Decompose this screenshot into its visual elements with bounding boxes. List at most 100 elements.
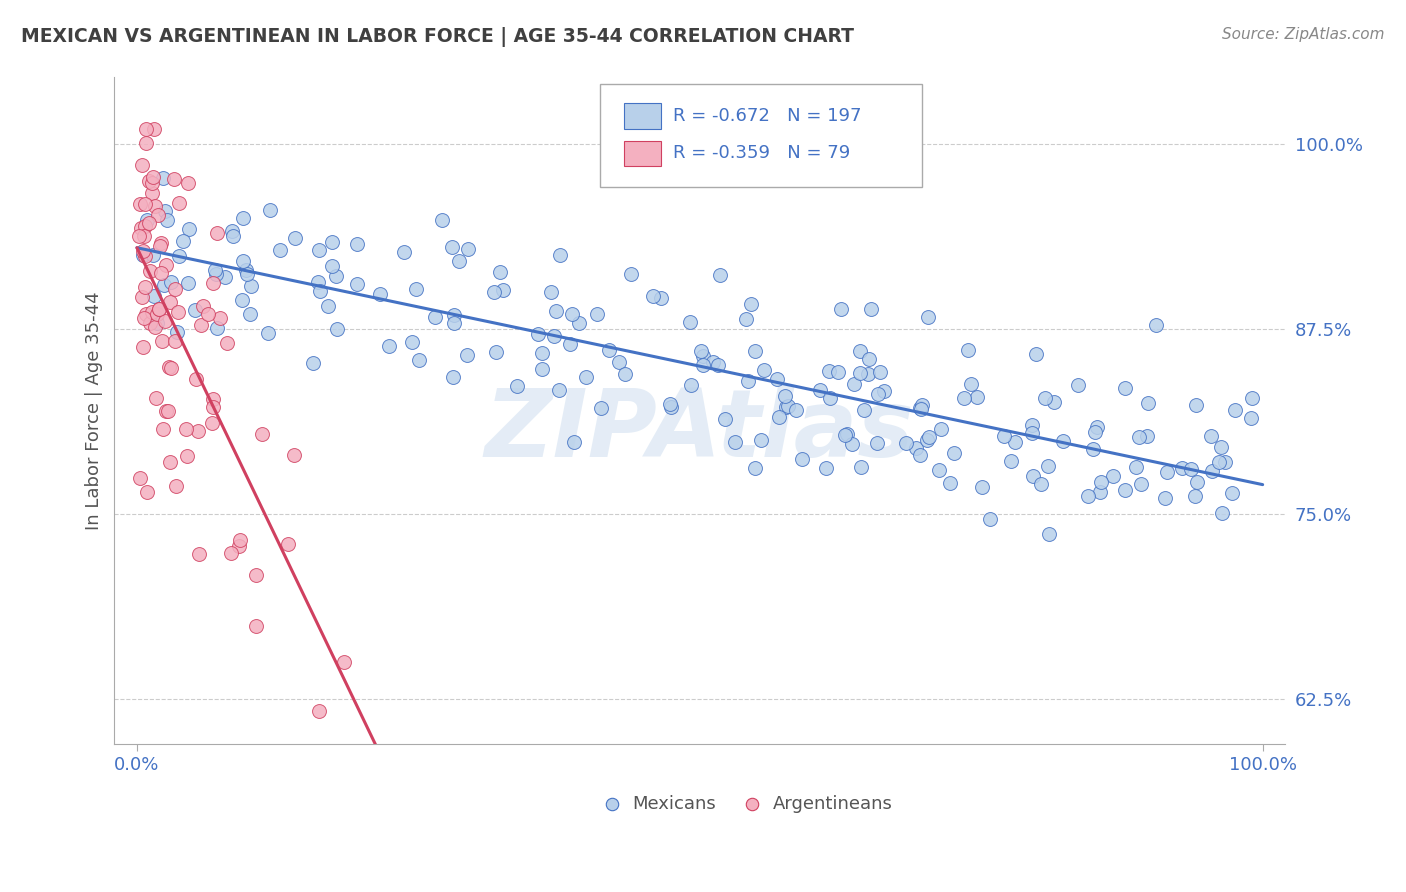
Point [129,196,152,211]
Point [641,288,664,302]
Point [165,281,187,295]
Point [141,176,163,190]
Point [1201,464,1223,478]
Point [568,316,591,330]
Point [128,229,150,244]
Point [159,455,181,469]
Point [776,399,799,413]
Point [138,216,160,230]
Point [136,485,159,500]
FancyBboxPatch shape [624,103,661,128]
Point [425,310,447,324]
Point [146,317,169,331]
Point [222,229,245,244]
Point [1211,506,1233,520]
Point [160,361,183,376]
Point [866,436,889,450]
Point [176,450,198,464]
Point [177,276,200,290]
Point [1156,465,1178,479]
Point [917,310,939,324]
Point [139,316,162,330]
Point [482,285,505,300]
Point [1004,435,1026,450]
Point [132,244,155,258]
Point [197,307,219,321]
Y-axis label: In Labor Force | Age 35-44: In Labor Force | Age 35-44 [86,292,103,530]
Point [201,277,224,291]
Point [827,366,849,380]
Point [159,294,181,309]
Point [607,355,630,369]
Point [232,254,254,268]
Point [307,275,329,289]
Point [430,213,453,227]
Point [1031,477,1053,491]
Point [333,655,356,669]
Point [1033,391,1056,405]
Point [149,267,172,281]
Point [205,320,228,334]
Point [561,307,583,321]
Point [245,567,267,582]
Point [134,197,156,211]
Point [910,398,932,412]
Point [690,344,713,359]
Point [869,365,891,379]
Point [1036,459,1059,474]
Point [1021,426,1043,441]
Point [145,391,167,405]
Point [1171,461,1194,475]
Point [849,366,872,380]
Point [1084,425,1107,439]
Point [765,372,787,386]
Point [156,213,179,227]
Point [910,449,932,463]
Point [231,293,253,307]
Point [172,234,194,248]
Point [928,463,950,477]
Point [547,383,569,397]
Point [142,170,165,185]
Point [132,340,155,354]
Point [284,231,307,245]
Point [131,158,153,172]
Point [441,369,464,384]
Point [135,122,157,136]
Point [993,429,1015,443]
Point [1130,477,1153,491]
Point [859,302,882,317]
Point [1042,394,1064,409]
Point [149,235,172,250]
Point [1077,489,1099,503]
Point [543,329,565,343]
Point [953,391,976,405]
Point [166,305,188,319]
Point [775,400,797,414]
Point [368,286,391,301]
Point [692,349,714,363]
Point [915,433,938,447]
Point [236,267,259,281]
Point [155,258,177,272]
Point [658,397,681,411]
Text: Argentineans: Argentineans [772,795,893,813]
Point [485,345,508,359]
Point [240,278,263,293]
Point [834,428,856,442]
Point [157,360,180,375]
Point [1184,398,1206,412]
Point [1090,475,1112,489]
Point [1021,418,1043,433]
Point [201,416,224,430]
Point [401,335,423,350]
Point [134,229,156,244]
Point [1085,419,1108,434]
Point [346,237,368,252]
Point [1136,429,1159,443]
Text: MEXICAN VS ARGENTINEAN IN LABOR FORCE | AGE 35-44 CORRELATION CHART: MEXICAN VS ARGENTINEAN IN LABOR FORCE | … [21,27,853,46]
Point [346,277,368,291]
Point [166,326,188,340]
Point [844,376,866,391]
Point [808,384,831,398]
